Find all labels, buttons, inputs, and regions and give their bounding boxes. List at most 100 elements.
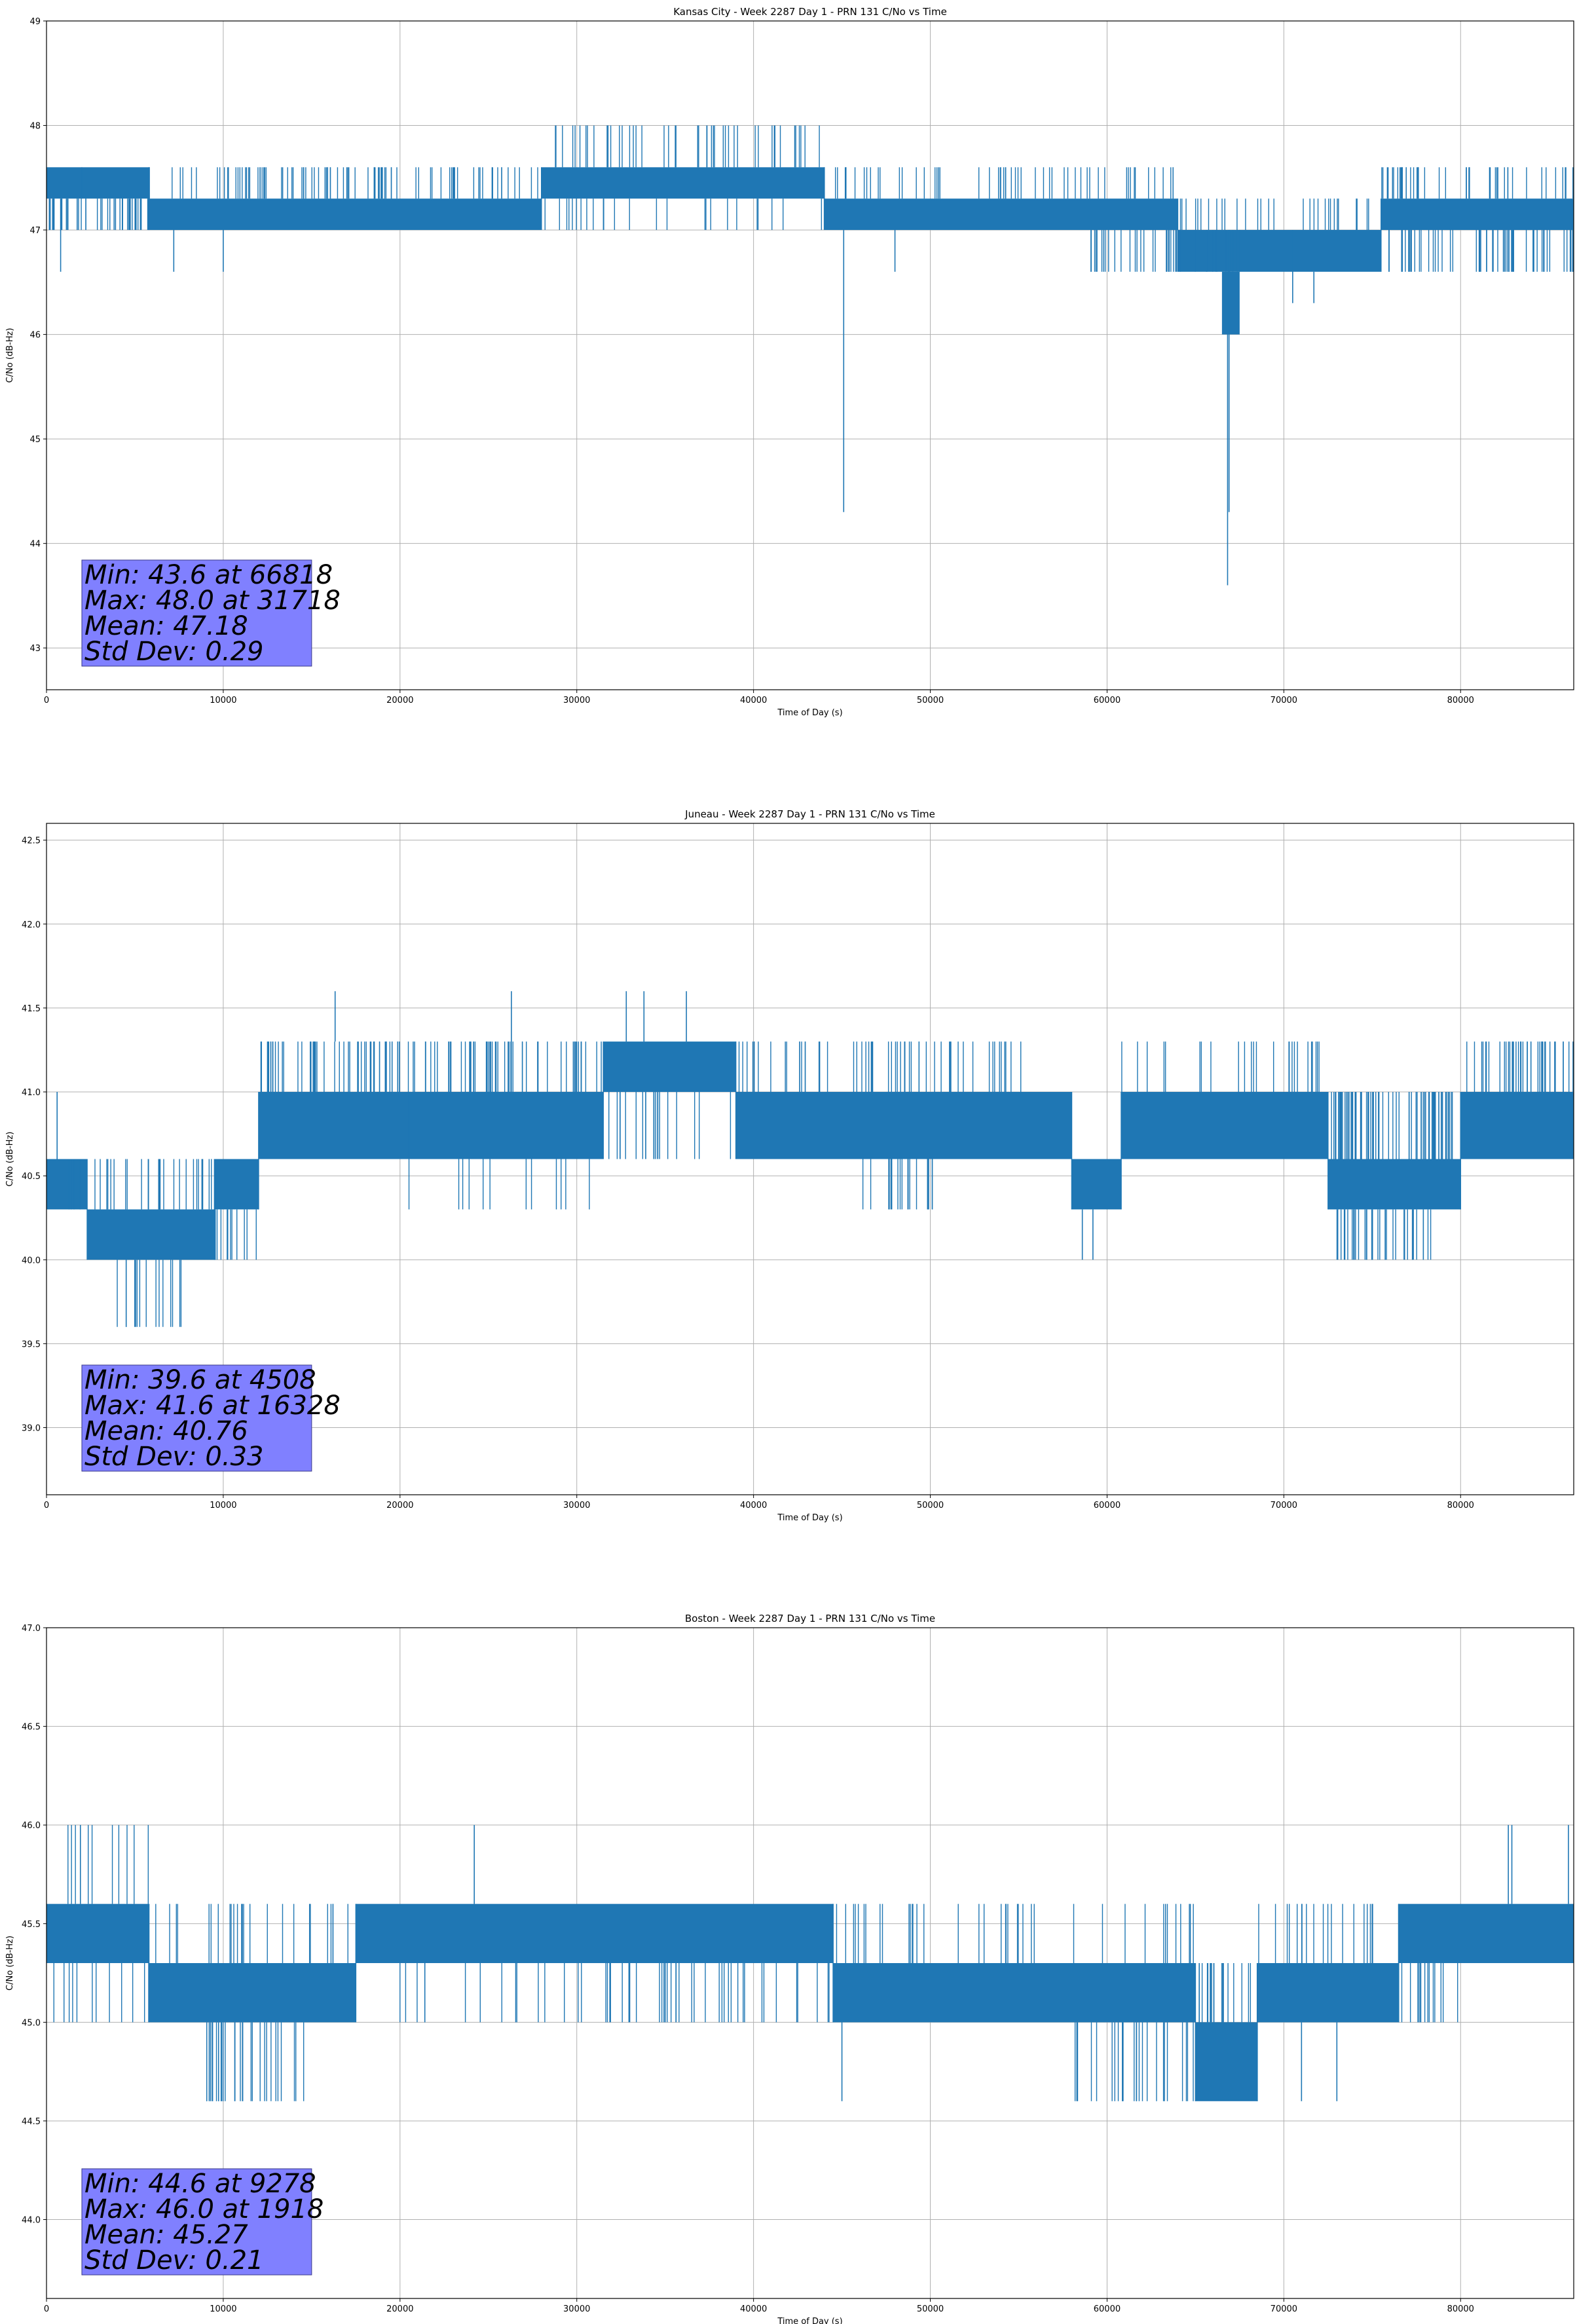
x-tick-label: 10000 <box>210 1501 236 1510</box>
y-tick-label: 39.5 <box>22 1340 41 1349</box>
x-tick-label: 60000 <box>1094 696 1121 705</box>
x-tick-label: 60000 <box>1094 2304 1121 2314</box>
data-band <box>1327 1159 1461 1210</box>
x-tick-label: 30000 <box>563 2304 590 2314</box>
x-tick-label: 80000 <box>1447 2304 1474 2314</box>
data-band <box>1398 1903 1574 1963</box>
x-tick-label: 30000 <box>563 696 590 705</box>
x-tick-label: 80000 <box>1447 696 1474 705</box>
x-tick-label: 10000 <box>210 696 236 705</box>
y-tick-label: 42.0 <box>22 920 41 930</box>
y-tick-label: 48 <box>29 122 41 132</box>
data-band <box>1257 1963 1399 2023</box>
data-band <box>1221 271 1240 335</box>
y-tick-label: 40.5 <box>22 1172 41 1182</box>
data-band <box>46 1903 149 1963</box>
data-band <box>149 198 542 231</box>
stats-line: Max: 41.6 at 16328 <box>84 1391 341 1421</box>
stats-line: Std Dev: 0.29 <box>84 637 264 667</box>
stats-line: Mean: 40.76 <box>84 1416 248 1446</box>
x-axis-label: Time of Day (s) <box>777 708 842 718</box>
stats-line: Mean: 47.18 <box>84 611 248 641</box>
data-band <box>214 1159 259 1210</box>
data-band <box>1239 230 1381 272</box>
y-tick-label: 45.5 <box>22 1920 41 1930</box>
y-tick-label: 41.5 <box>22 1004 41 1014</box>
x-tick-label: 50000 <box>917 1501 944 1510</box>
x-tick-label: 20000 <box>386 1501 413 1510</box>
x-tick-label: 0 <box>44 696 49 705</box>
data-band <box>1121 1092 1328 1159</box>
data-band <box>409 1092 506 1159</box>
data-band <box>1195 2022 1257 2101</box>
stats-line: Std Dev: 0.33 <box>84 1442 264 1472</box>
stats-line: Min: 43.6 at 66818 <box>84 560 333 590</box>
y-tick-label: 41.0 <box>22 1088 41 1098</box>
y-tick-label: 46 <box>29 331 41 341</box>
chart-title: Juneau - Week 2287 Day 1 - PRN 131 C/No … <box>684 808 935 820</box>
y-tick-label: 49 <box>29 17 41 27</box>
y-tick-label: 43 <box>29 644 41 654</box>
x-tick-label: 20000 <box>386 2304 413 2314</box>
data-band <box>1178 230 1240 272</box>
y-tick-label: 44 <box>29 540 41 550</box>
series-group <box>46 125 1574 586</box>
x-tick-label: 70000 <box>1271 696 1297 705</box>
y-tick-label: 40.0 <box>22 1256 41 1265</box>
series-group <box>46 1825 1574 2101</box>
stats-line: Std Dev: 0.21 <box>84 2245 264 2276</box>
y-axis-label: C/No (dB-Hz) <box>5 1936 15 1991</box>
chart-panel-3: 0 10000 20000 30000 40000 50000 60000 70000 8000… <box>5 1613 1574 2324</box>
stats-line: Max: 48.0 at 31718 <box>84 586 341 616</box>
y-tick-label: 44.5 <box>22 2117 41 2127</box>
x-tick-label: 40000 <box>740 696 767 705</box>
axes-frame <box>46 1627 1574 2299</box>
y-tick-label: 42.5 <box>22 836 41 846</box>
data-band <box>824 198 1178 231</box>
data-band <box>833 1963 1196 2023</box>
x-tick-label: 50000 <box>917 696 944 705</box>
y-tick-label: 39.0 <box>22 1424 41 1434</box>
stats-line: Min: 44.6 at 9278 <box>84 2169 316 2199</box>
axes-frame <box>46 20 1574 690</box>
data-band <box>258 1092 409 1159</box>
x-tick-label: 40000 <box>740 2304 767 2314</box>
stats-box <box>81 559 312 667</box>
y-tick-label: 45.0 <box>22 2018 41 2028</box>
chart-title: Boston - Week 2287 Day 1 - PRN 131 C/No … <box>685 1613 935 1624</box>
data-band <box>81 167 149 199</box>
x-tick-label: 60000 <box>1094 1501 1121 1510</box>
x-tick-label: 50000 <box>917 2304 944 2314</box>
y-tick-label: 44.0 <box>22 2216 41 2226</box>
y-tick-label: 46.5 <box>22 1723 41 1733</box>
x-tick-label: 10000 <box>210 2304 236 2314</box>
data-band <box>735 1092 1072 1159</box>
data-band <box>1381 198 1574 231</box>
data-band <box>1460 1092 1574 1159</box>
stats-box <box>81 1364 312 1472</box>
y-tick-label: 47.0 <box>22 1624 41 1634</box>
x-axis-label: Time of Day (s) <box>777 1513 842 1523</box>
stats-line: Mean: 45.27 <box>84 2220 248 2250</box>
x-tick-label: 30000 <box>563 1501 590 1510</box>
data-band <box>541 167 825 199</box>
axes-frame <box>46 823 1574 1495</box>
x-axis-label: Time of Day (s) <box>777 2317 842 2324</box>
y-axis-label: C/No (dB-Hz) <box>5 1132 15 1187</box>
x-tick-label: 0 <box>44 1501 49 1510</box>
data-band <box>603 1041 736 1092</box>
chart-panel-2: 0 10000 20000 30000 40000 50000 60000 70000 8000… <box>5 808 1574 1523</box>
data-band <box>87 1209 215 1260</box>
x-tick-label: 80000 <box>1447 1501 1474 1510</box>
stats-line: Min: 39.6 at 4508 <box>84 1365 316 1395</box>
x-tick-label: 20000 <box>386 696 413 705</box>
y-tick-label: 47 <box>29 226 41 236</box>
y-tick-label: 45 <box>29 435 41 445</box>
chart-title: Kansas City - Week 2287 Day 1 - PRN 131 … <box>673 6 947 18</box>
y-tick-label: 46.0 <box>22 1821 41 1831</box>
stats-box <box>81 2168 312 2276</box>
chart-panel-1: 0 10000 20000 30000 40000 50000 60000 70000 8000… <box>5 6 1574 718</box>
data-band <box>46 1159 88 1210</box>
data-band <box>149 1963 356 2023</box>
